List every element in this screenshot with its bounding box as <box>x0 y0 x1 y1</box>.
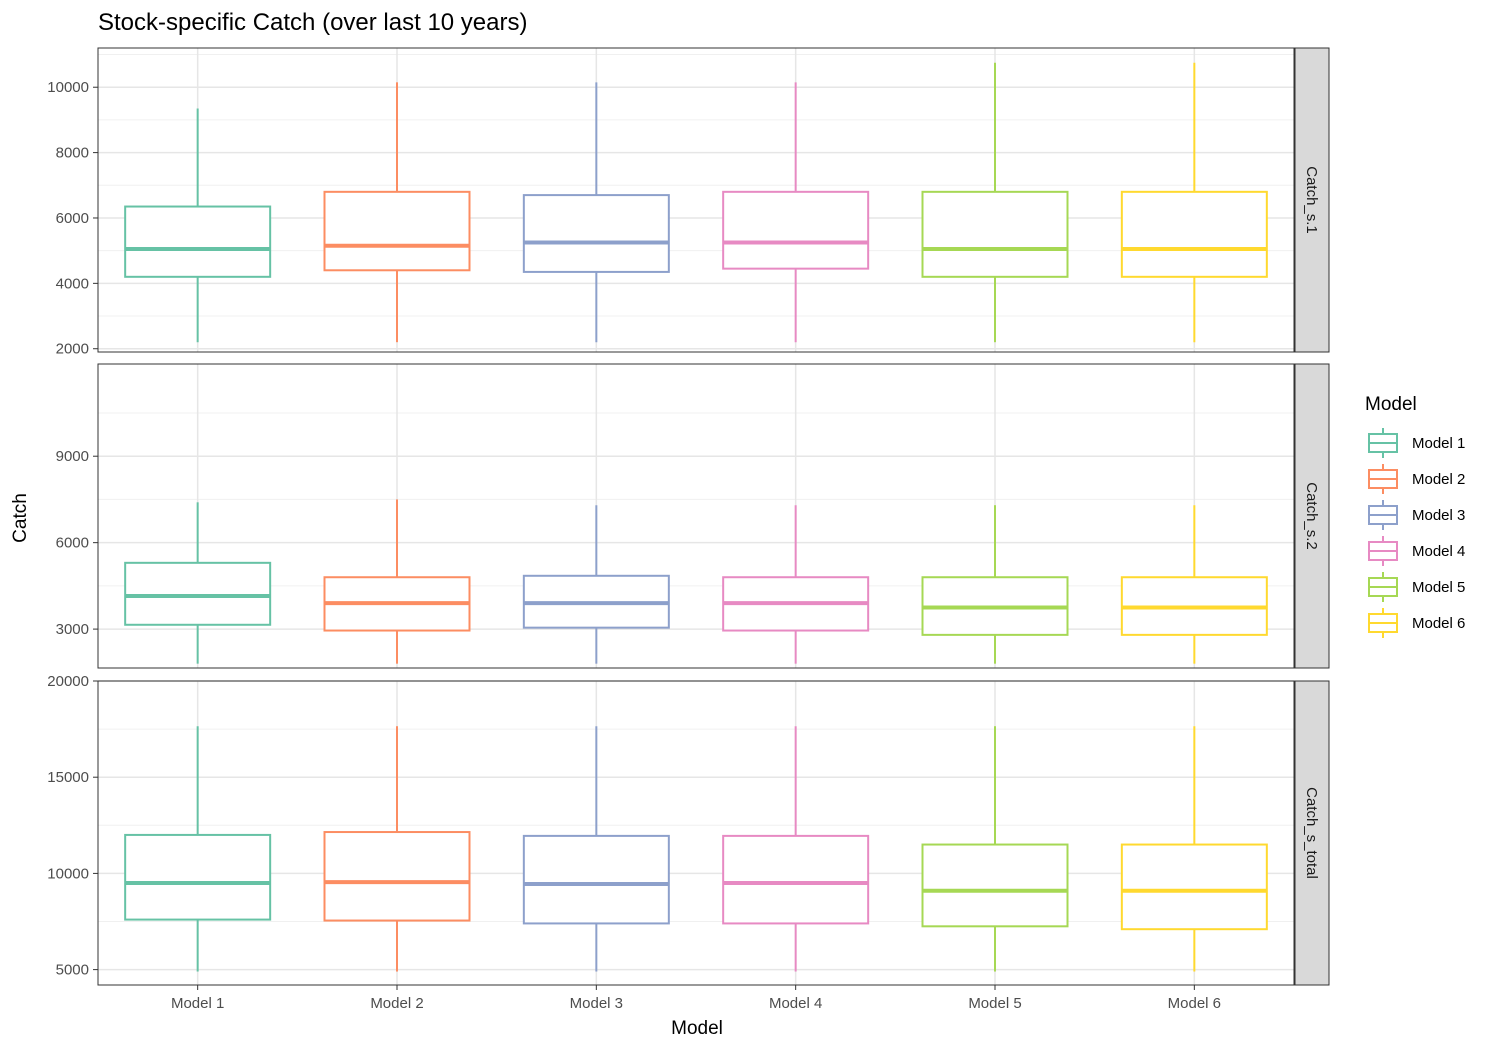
box-model-4 <box>722 505 870 664</box>
chart-title: Stock-specific Catch (over last 10 years… <box>98 9 527 36</box>
x-tick-label: Model 2 <box>370 995 423 1012</box>
y-tick-label: 4000 <box>56 275 89 292</box>
facet-strip-label: Catch_s_total <box>1303 787 1320 879</box>
box-iqr <box>722 190 870 270</box>
y-tick-label: 3000 <box>56 621 89 638</box>
y-tick-label: 2000 <box>56 341 89 358</box>
box-iqr <box>323 190 471 272</box>
box-iqr <box>323 831 471 922</box>
x-axis-title: Model <box>671 1018 723 1039</box>
legend-item: Model 1 <box>1368 428 1465 458</box>
facet-strip <box>1294 680 1330 986</box>
box-model-6 <box>1120 62 1268 343</box>
box-model-3 <box>522 82 670 343</box>
y-tick-label: 20000 <box>47 673 89 690</box>
panel-border <box>97 680 1295 986</box>
facet-strip-label: Catch_s.2 <box>1303 482 1320 550</box>
y-tick-label: 9000 <box>56 448 89 465</box>
box-model-5 <box>921 505 1069 664</box>
box-model-3 <box>522 505 670 664</box>
facet-panel: 2000 4000 6000 8000 10000 Catch_s.1 <box>47 47 1330 358</box>
box-iqr <box>921 190 1069 278</box>
box-model-1 <box>124 502 272 664</box>
box-model-5 <box>921 726 1069 972</box>
facet-panel: 5000 10000 15000 20000 Catch_s_total <box>47 673 1330 986</box>
y-tick-label: 10000 <box>47 865 89 882</box>
facet-strip-label: Catch_s.1 <box>1303 166 1320 234</box>
box-model-5 <box>921 62 1069 343</box>
box-model-2 <box>323 499 471 664</box>
panel-border <box>97 47 1295 353</box>
facet-strip <box>1294 47 1330 353</box>
x-tick-label: Model 3 <box>570 995 623 1012</box>
y-axis-title: Catch <box>10 493 31 543</box>
legend-label: Model 5 <box>1412 579 1465 596</box>
facet-panel: 3000 6000 9000 Catch_s.2 <box>56 363 1330 669</box>
legend-item: Model 2 <box>1368 464 1465 494</box>
panel-border <box>97 363 1295 669</box>
box-iqr <box>1120 190 1268 278</box>
y-tick-label: 5000 <box>56 962 89 979</box>
facet-panels: 2000 4000 6000 8000 10000 Catch_s.1 3000 6000 90… <box>47 47 1330 986</box>
box-model-4 <box>722 726 870 972</box>
x-tick-label: Model 6 <box>1168 995 1221 1012</box>
x-tick-label: Model 1 <box>171 995 224 1012</box>
box-iqr <box>124 833 272 921</box>
legend-label: Model 4 <box>1412 543 1465 560</box>
y-tick-label: 6000 <box>56 210 89 227</box>
legend-label: Model 6 <box>1412 615 1465 632</box>
legend-label: Model 2 <box>1412 471 1465 488</box>
box-iqr <box>522 194 670 273</box>
y-tick-label: 8000 <box>56 145 89 162</box>
box-iqr <box>921 843 1069 928</box>
box-model-1 <box>124 108 272 343</box>
x-axis: Model 1 Model 2 Model 3 Model 4 Model 5 Model… <box>171 985 1221 1012</box>
legend-label: Model 1 <box>1412 435 1465 452</box>
legend-item: Model 6 <box>1368 608 1465 638</box>
box-model-6 <box>1120 505 1268 664</box>
x-tick-label: Model 4 <box>769 995 822 1012</box>
box-iqr <box>124 205 272 278</box>
box-model-1 <box>124 726 272 972</box>
box-model-2 <box>323 82 471 343</box>
box-iqr <box>1120 843 1268 931</box>
y-tick-label: 10000 <box>47 79 89 96</box>
box-model-6 <box>1120 726 1268 972</box>
x-tick-label: Model 5 <box>968 995 1021 1012</box>
legend-item: Model 4 <box>1368 536 1465 566</box>
box-iqr <box>722 834 870 925</box>
box-iqr <box>124 561 272 626</box>
y-tick-label: 6000 <box>56 535 89 552</box>
legend: Model Model 1 Model 2 Model 3 Model 4 Model … <box>1365 394 1465 638</box>
legend-title: Model <box>1365 394 1417 415</box>
y-tick-label: 15000 <box>47 769 89 786</box>
box-model-4 <box>722 82 870 343</box>
facet-strip <box>1294 363 1330 669</box>
legend-item: Model 5 <box>1368 572 1465 602</box>
legend-label: Model 3 <box>1412 507 1465 524</box>
box-model-3 <box>522 726 670 972</box>
box-model-2 <box>323 726 471 972</box>
legend-item: Model 3 <box>1368 500 1465 530</box>
box-iqr <box>522 834 670 925</box>
